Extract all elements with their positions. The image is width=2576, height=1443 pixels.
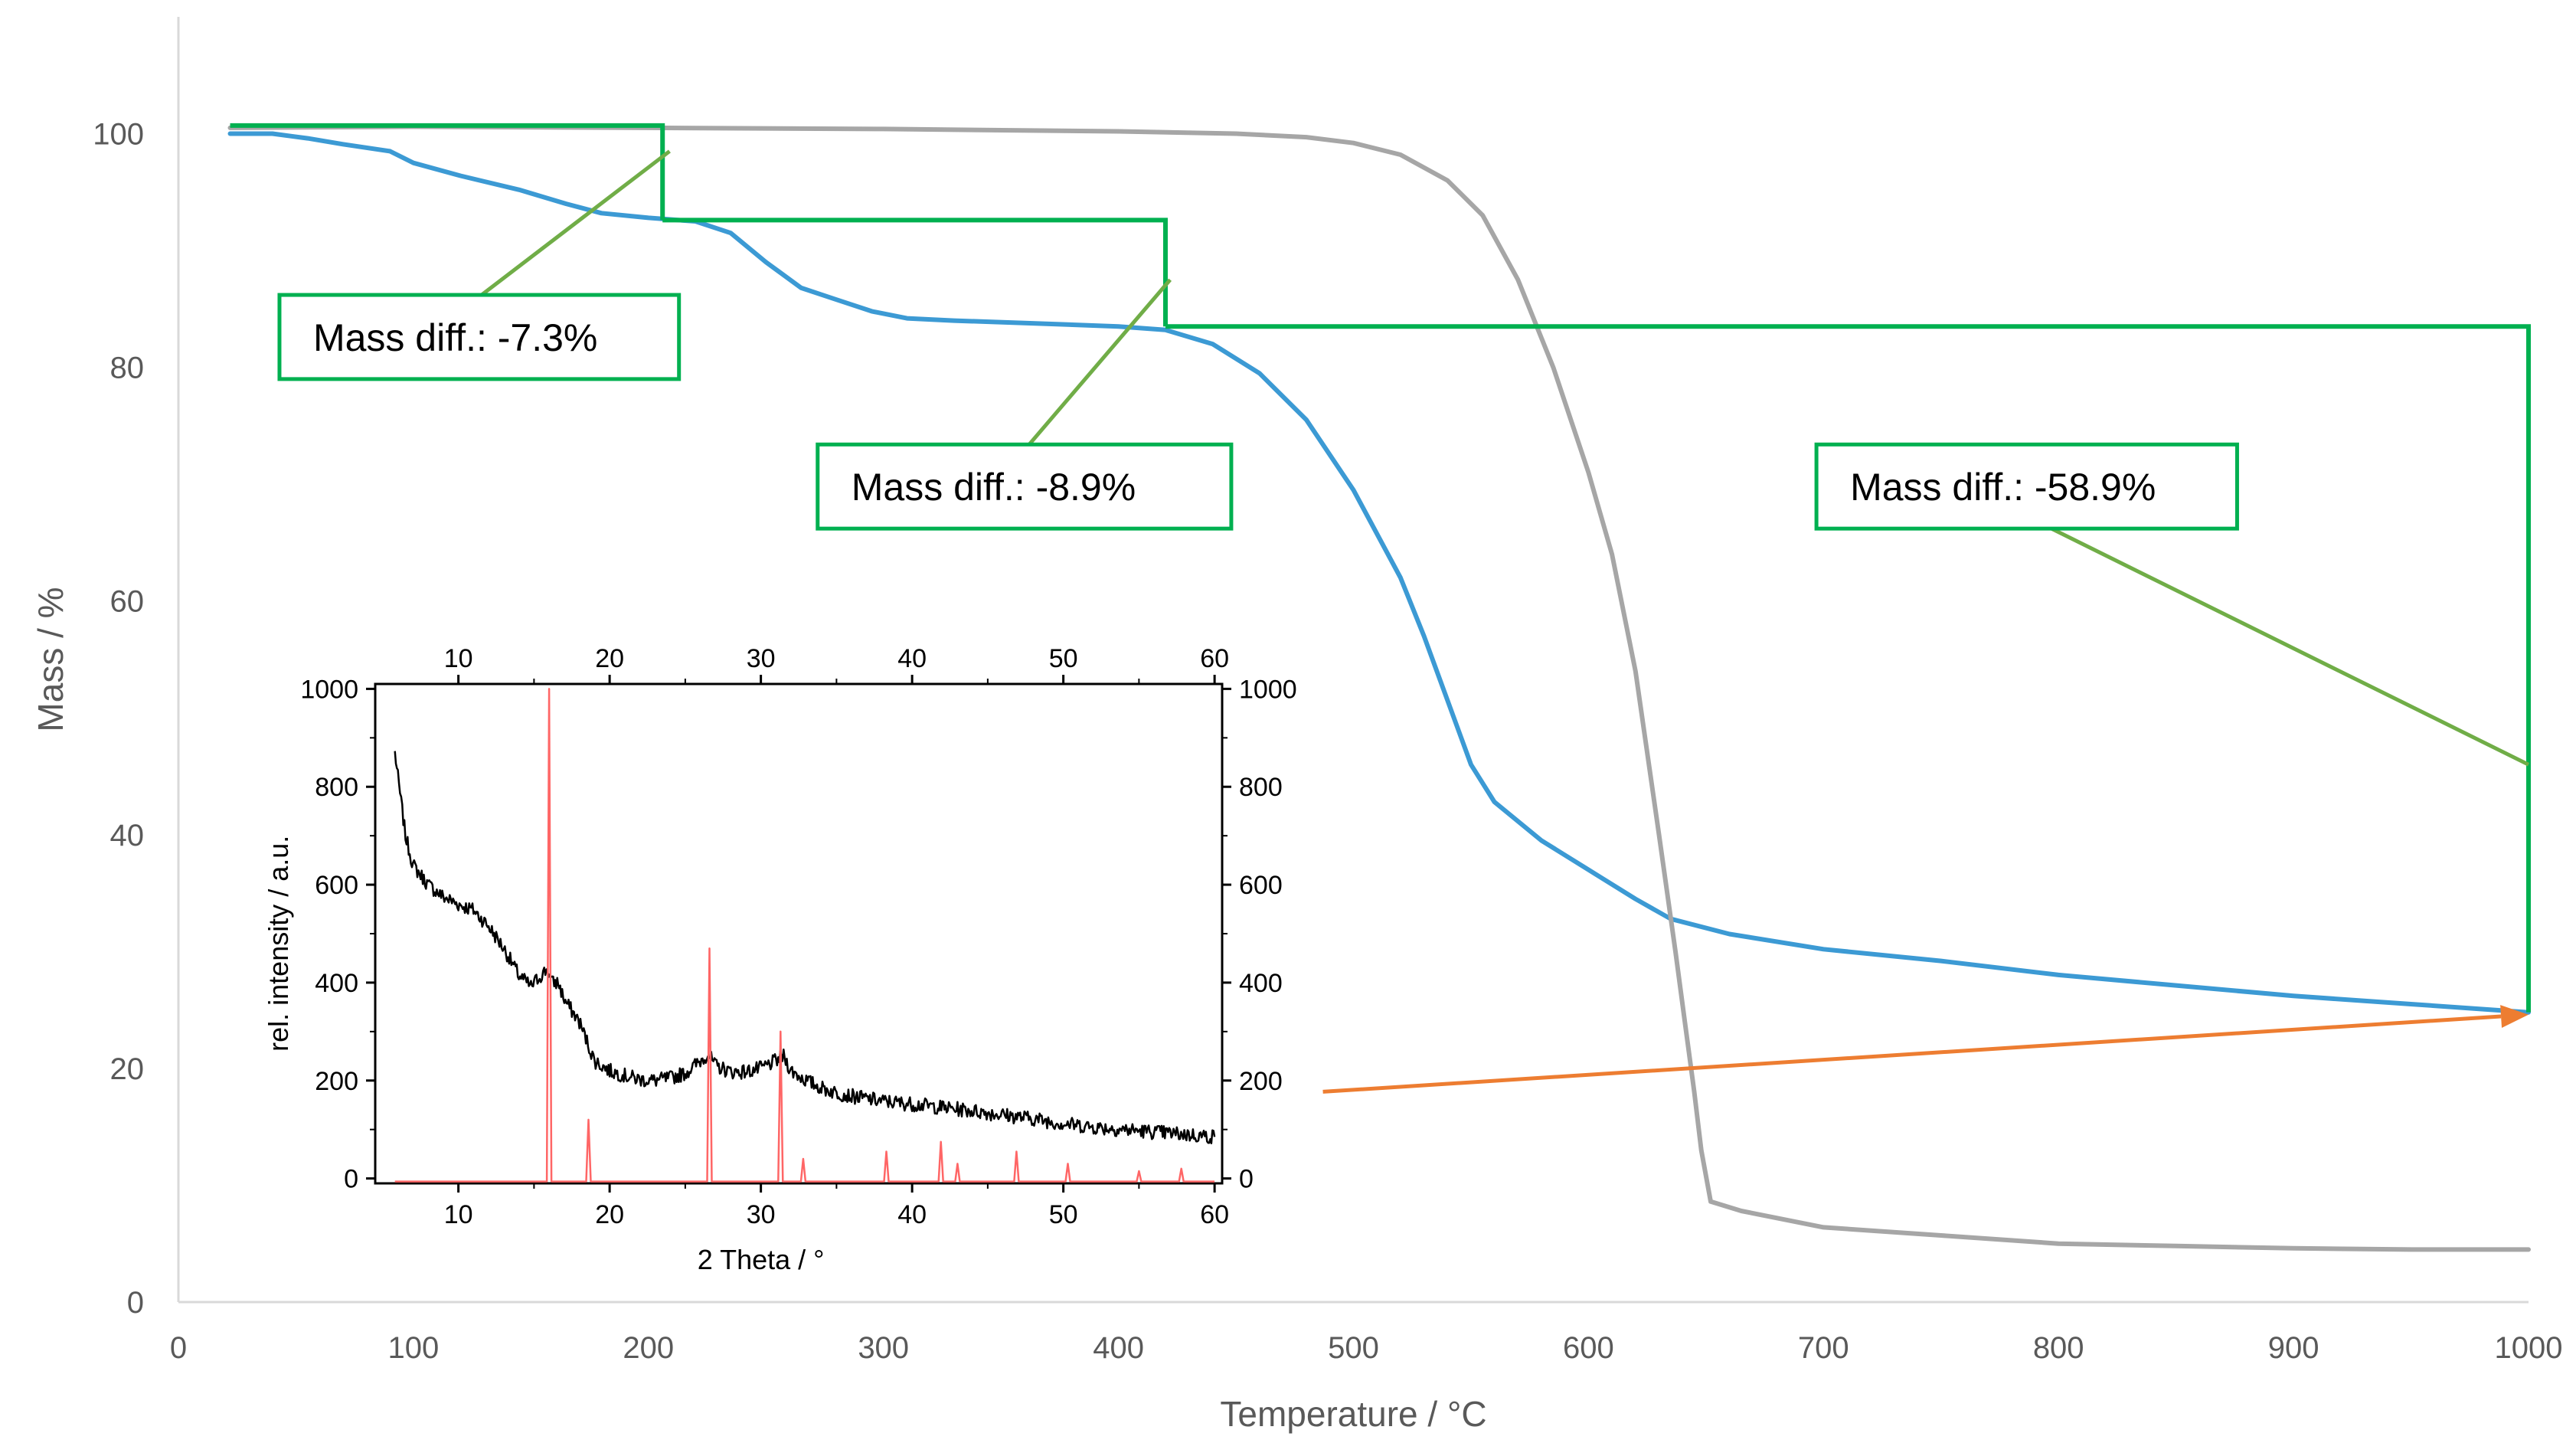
y-tick-label: 100 [93,118,144,152]
inset-y-tick-label-left: 600 [315,871,358,900]
main-axes [177,17,2529,1304]
inset-reference-peaks [394,688,1215,1183]
inset-y-tick-label-right: 1000 [1239,675,1297,704]
y-tick-label: 40 [110,819,145,852]
series-reference-line [227,124,2531,1252]
mass-step-bracket [230,123,665,221]
inset-y-tick-label-left: 200 [315,1067,358,1096]
arrow-shaft [1322,1014,2502,1094]
inset-y-tick-label-right: 0 [1239,1165,1254,1194]
inset-x-tick-label-top: 60 [1200,644,1229,673]
inset-plot-area [374,682,1224,1185]
inset-y-tick-label-right: 600 [1239,871,1283,900]
annotation-label: Mass diff.: -8.9% [852,466,1136,509]
inset-x-tick-label-bottom: 60 [1200,1200,1229,1229]
main-series [227,124,2531,1252]
inset-frame [366,675,1231,1193]
inset-x-tick-label-top: 40 [897,644,927,673]
x-tick-label: 900 [2268,1331,2319,1365]
main-tick-labels: 0 100 200 300 400 500 600 700 800 900 100002040608… [93,118,2562,1365]
main-x-axis-title: Temperature / °C [1220,1394,1486,1434]
annotation-leader-line [480,149,671,297]
annotation-label: Mass diff.: -7.3% [313,316,597,359]
inset-x-axis-title: 2 Theta / ° [698,1244,825,1275]
x-tick-label: 100 [388,1331,440,1365]
series-sample-line [227,131,2531,1015]
x-tick-label: 0 [170,1331,187,1365]
annotation-box [816,442,1234,531]
mass-step-bracket [1165,324,2531,1013]
x-tick-label: 500 [1328,1331,1379,1365]
arrow-head [2500,1005,2529,1029]
inset-x-tick-label-bottom: 20 [595,1200,624,1229]
x-tick-label: 1000 [2495,1331,2563,1365]
mass-diff-annotations: Mass diff.: -7.3% Mass diff.: -8.9% Mass d… [277,149,2530,767]
x-tick-label: 600 [1563,1331,1614,1365]
inset-y-tick-label-right: 800 [1239,773,1283,802]
inset-pointer-arrow [1322,1005,2529,1094]
annotation-leader-line [1028,278,1172,446]
inset-series [394,688,1216,1183]
y-tick-label: 60 [110,585,145,619]
x-tick-label: 200 [623,1331,674,1365]
main-y-axis-title: Mass / % [31,587,70,731]
x-tick-label: 300 [858,1331,909,1365]
inset-y-tick-label-right: 200 [1239,1067,1283,1096]
inset-x-tick-label-top: 20 [595,644,624,673]
annotation-box [277,293,682,381]
inset-x-tick-label-bottom: 30 [747,1200,776,1229]
inset-x-tick-label-bottom: 50 [1049,1200,1078,1229]
inset-y-tick-label-right: 400 [1239,969,1283,998]
mass-step-bracket [662,218,1168,327]
inset-x-tick-label-top: 30 [747,644,776,673]
inset-x-tick-label-bottom: 40 [897,1200,927,1229]
x-tick-label: 800 [2033,1331,2084,1365]
inset-measured-pattern [394,751,1216,1144]
inset-y-tick-label-left: 1000 [300,675,358,704]
inset-y-tick-label-left: 0 [344,1165,358,1194]
y-tick-label: 0 [127,1286,144,1320]
x-tick-label: 700 [1798,1331,1849,1365]
y-tick-label: 80 [110,352,145,385]
mass-step-lines [230,123,2531,1013]
inset-y-tick-label-left: 400 [315,969,358,998]
inset-y-tick-label-left: 800 [315,773,358,802]
annotation-box [1814,442,2239,531]
annotation-label: Mass diff.: -58.9% [1850,466,2156,509]
x-tick-label: 400 [1093,1331,1144,1365]
y-tick-label: 20 [110,1052,145,1086]
inset-y-axis-title: rel. intensity / a.u. [263,836,294,1052]
inset-x-tick-label-top: 50 [1049,644,1078,673]
annotation-leader-line [2050,526,2530,767]
inset-x-tick-label-top: 10 [444,644,473,673]
inset-x-tick-label-bottom: 10 [444,1200,473,1229]
